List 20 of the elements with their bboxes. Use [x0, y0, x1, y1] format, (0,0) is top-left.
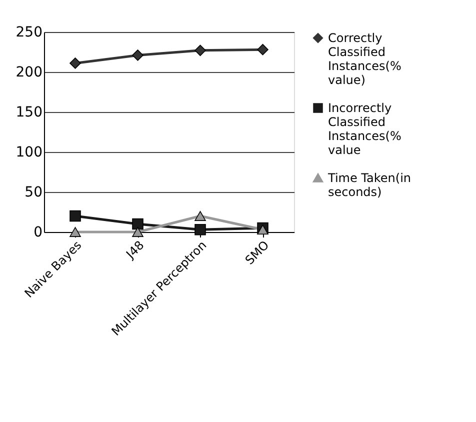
- point: [257, 44, 268, 56]
- point: [70, 210, 81, 222]
- point: [132, 50, 144, 61]
- legend-label: Time Taken(in seconds): [327, 171, 412, 199]
- y-tick-label: 200: [16, 64, 42, 80]
- point: [194, 224, 206, 236]
- point: [132, 218, 144, 230]
- y-tick-label: 0: [34, 224, 42, 240]
- point: [257, 224, 268, 235]
- y-tick-label: 250: [16, 24, 42, 40]
- point: [194, 211, 206, 221]
- point: [194, 44, 206, 56]
- point: [70, 58, 81, 69]
- point: [70, 227, 81, 237]
- point: [132, 227, 144, 237]
- legend-label: Incorrectly Classified Instances(% value: [328, 101, 402, 157]
- y-tick-label: 150: [16, 104, 42, 120]
- y-tick-label: 100: [16, 144, 42, 160]
- y-tick-label: 50: [24, 184, 42, 200]
- legend-label: Correctly Classified Instances(% value): [328, 31, 402, 87]
